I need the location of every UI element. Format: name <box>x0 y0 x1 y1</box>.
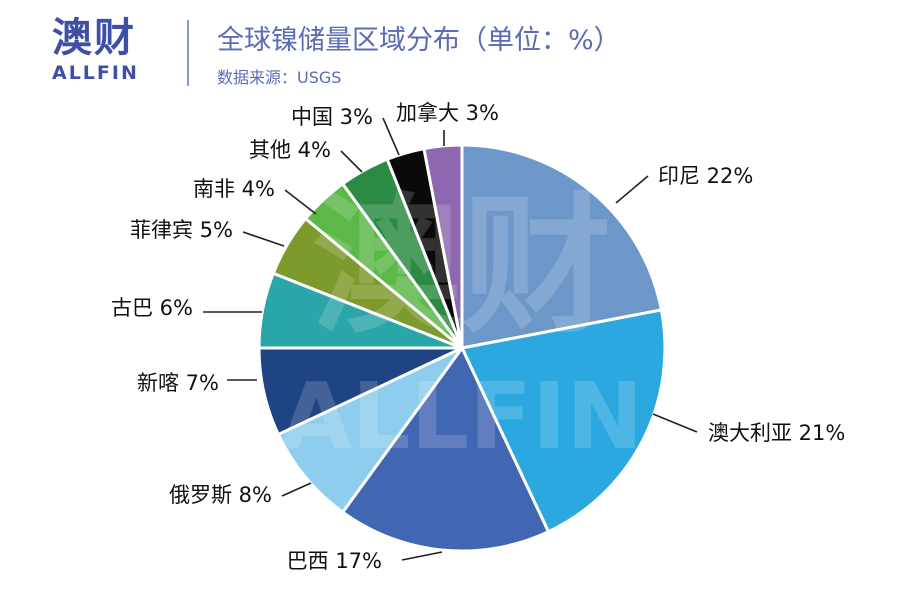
leader-line-9 <box>340 150 363 173</box>
slice-label-2: 澳大利亚 21% <box>708 421 845 445</box>
slice-label-8: 南非 4% <box>193 177 275 201</box>
slice-label-7: 菲律宾 5% <box>130 218 233 242</box>
slice-label-3: 巴西 17% <box>287 549 382 573</box>
pie-slice-2 <box>460 308 667 534</box>
leader-line-2 <box>652 413 698 433</box>
chart-title: 全球镍储量区域分布（单位：%） <box>217 25 621 56</box>
logo-chinese: 澳财 <box>52 15 136 61</box>
pie-slice-4 <box>276 346 464 514</box>
leader-line-4 <box>281 482 312 497</box>
slice-label-10: 中国 3% <box>291 105 373 129</box>
leader-line-3 <box>401 551 443 561</box>
data-source: 数据来源：USGS <box>217 68 342 87</box>
pie-slice-11 <box>422 143 464 350</box>
leader-lines <box>203 117 698 561</box>
leader-line-7 <box>242 231 285 247</box>
pie-slices <box>257 143 667 553</box>
leader-line-1 <box>615 175 649 204</box>
brand-logo: 澳财 ALLFIN <box>52 14 162 84</box>
pie-slice-3 <box>341 346 550 553</box>
header-divider <box>187 20 189 86</box>
slice-label-9: 其他 4% <box>249 138 331 162</box>
slice-label-5: 新喀 7% <box>137 371 219 395</box>
leader-line-10 <box>382 117 400 156</box>
slice-labels: 印尼 22% 澳大利亚 21% 巴西 17% 俄罗斯 8% 新喀 7% 古巴 6% 菲律宾 … <box>111 101 845 573</box>
slice-label-4: 俄罗斯 8% <box>169 483 272 507</box>
leader-line-8 <box>284 189 317 215</box>
pie-slice-1 <box>460 143 663 350</box>
slice-label-1: 印尼 22% <box>658 164 753 188</box>
logo-english: ALLFIN <box>52 62 139 84</box>
slice-label-11: 加拿大 3% <box>396 101 499 125</box>
slice-label-6: 古巴 6% <box>111 296 193 320</box>
